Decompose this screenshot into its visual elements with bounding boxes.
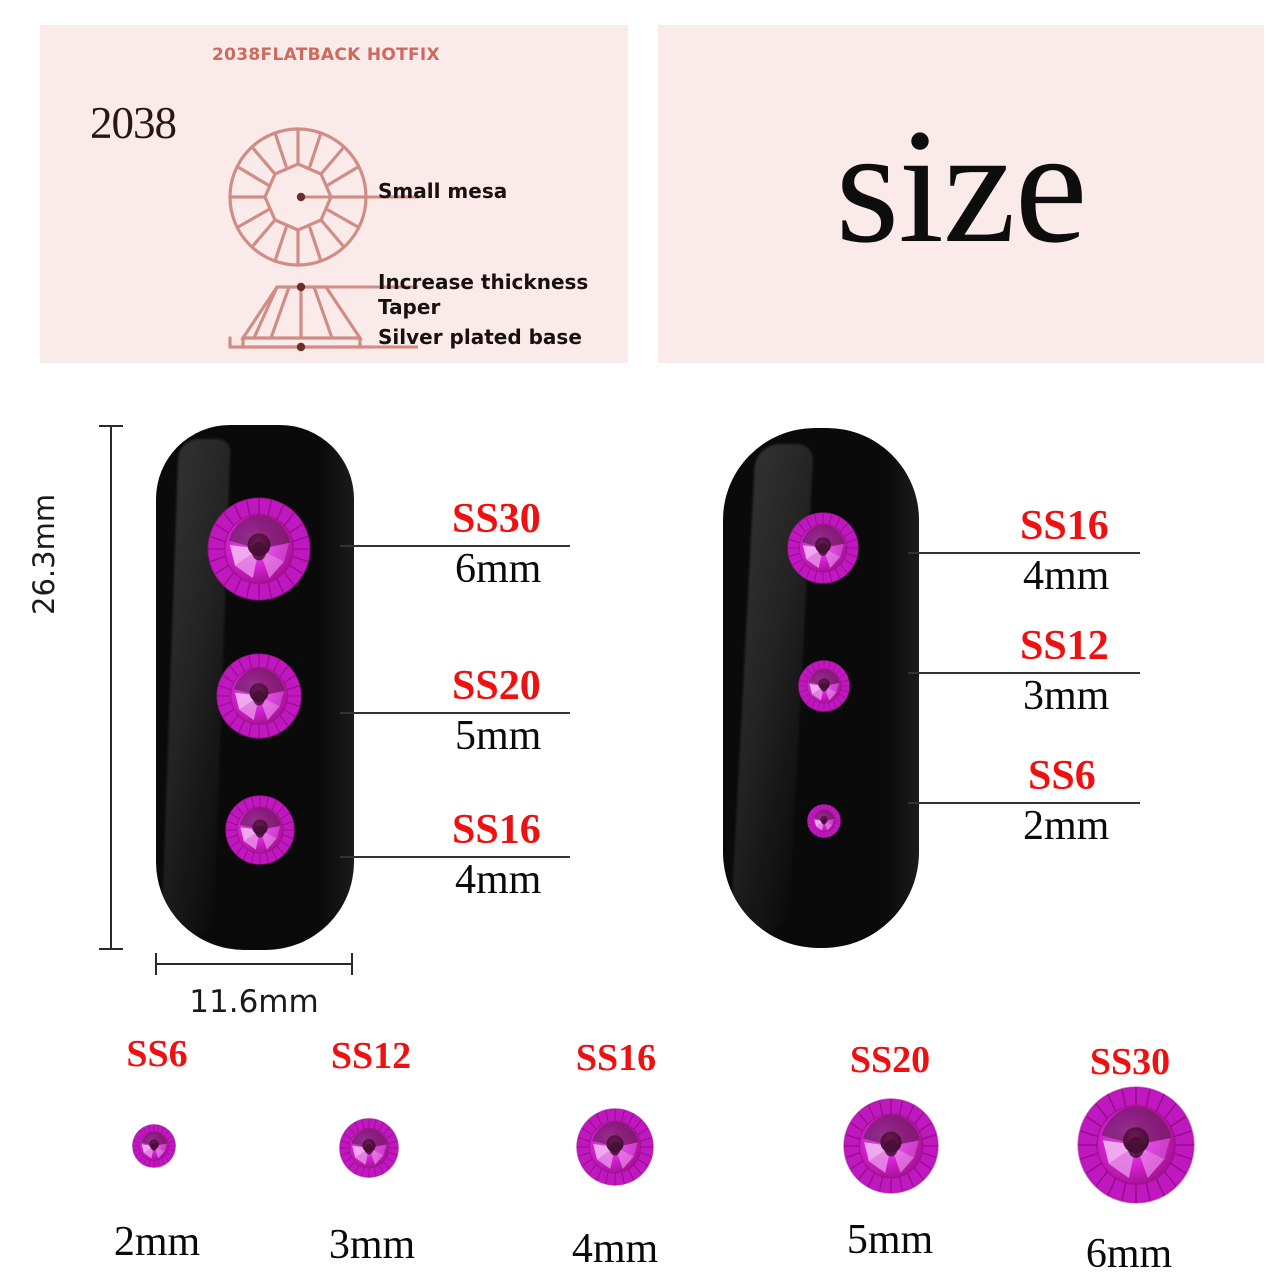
callout-code-right-2: SS12 <box>1020 623 1109 669</box>
callout-code-left-1: SS30 <box>452 496 541 542</box>
size-heading-panel: size <box>658 25 1264 363</box>
callout-mm-left-1: 6mm <box>455 546 542 592</box>
gem-ss20-on-nail <box>213 653 305 739</box>
size-mm-ss20: 5mm <box>846 1217 934 1263</box>
nail-height-dimension-line <box>110 425 112 950</box>
callout-mm-right-3: 2mm <box>1023 803 1110 849</box>
gem-sample-ss6 <box>132 1124 176 1168</box>
size-mm-ss16: 4mm <box>571 1226 659 1272</box>
callout-mm-left-3: 4mm <box>455 857 542 903</box>
callout-code-left-3: SS16 <box>452 807 541 853</box>
callout-leader-right-3 <box>908 802 1140 804</box>
callout-code-right-3: SS6 <box>1028 753 1096 799</box>
callout-small-mesa: Small mesa <box>378 179 508 203</box>
callout-mm-right-2: 3mm <box>1023 673 1110 719</box>
nail-height-cap-top <box>99 425 123 427</box>
callout-code-left-2: SS20 <box>452 663 541 709</box>
gem-sample-ss12 <box>339 1118 399 1178</box>
product-code-label: 2038 <box>90 98 177 148</box>
size-code-ss30: SS30 <box>1089 1041 1171 1083</box>
gem-ss6-on-nail <box>806 804 842 838</box>
gem-sample-ss30 <box>1077 1086 1195 1204</box>
nail-width-cap-left <box>155 953 157 975</box>
callout-silver-plated-base: Silver plated base <box>378 325 582 349</box>
gem-ss16-on-nail <box>223 795 297 865</box>
callout-mm-right-1: 4mm <box>1023 553 1110 599</box>
callout-leader-left-2 <box>340 712 570 714</box>
callout-leader-right-2 <box>908 672 1140 674</box>
size-mm-ss30: 6mm <box>1085 1231 1173 1277</box>
size-mm-ss6: 2mm <box>113 1219 201 1265</box>
callout-leader-left-1 <box>340 545 570 547</box>
size-code-ss16: SS16 <box>575 1037 657 1079</box>
size-comparison-row: SS6 2mm SS12 3mm SS16 4mm SS20 5mm SS30 … <box>0 1018 1288 1288</box>
size-code-ss20: SS20 <box>849 1039 931 1081</box>
nail-width-dimension-label: 11.6mm <box>189 984 319 1020</box>
flatback-diagram-panel: 2038FLATBACK HOTFIX 2038 <box>40 25 628 363</box>
nail-swatch-left <box>156 425 354 950</box>
callout-taper: Taper <box>378 295 441 319</box>
callout-leader-right-1 <box>908 552 1140 554</box>
flatback-structure-diagram <box>228 127 418 352</box>
callout-mm-left-2: 5mm <box>455 713 542 759</box>
gem-ss30-on-nail <box>203 497 315 601</box>
size-mm-ss12: 3mm <box>328 1222 416 1268</box>
callout-code-right-1: SS16 <box>1020 503 1109 549</box>
nail-edge-shade <box>320 425 354 950</box>
gem-sample-ss20 <box>843 1098 939 1194</box>
size-heading-text: size <box>835 96 1088 277</box>
diagram-leader-dots <box>296 192 306 352</box>
callout-increase-thickness: Increase thickness <box>378 270 589 294</box>
nail-edge-shade <box>885 428 919 948</box>
nail-width-cap-right <box>351 953 353 975</box>
gem-ss16-on-nail <box>785 512 861 584</box>
gem-sample-ss16 <box>576 1108 654 1186</box>
nail-height-cap-bottom <box>99 948 123 950</box>
nail-width-dimension-line <box>155 963 353 965</box>
diagram-leader-lines <box>301 195 418 349</box>
callout-leader-left-3 <box>340 856 570 858</box>
gem-ss12-on-nail <box>796 660 852 712</box>
nail-swatch-right <box>723 428 919 948</box>
diagram-panel-title: 2038FLATBACK HOTFIX <box>212 45 440 65</box>
size-code-ss12: SS12 <box>330 1035 412 1077</box>
size-code-ss6: SS6 <box>126 1033 188 1075</box>
rhinestone-side-profile-icon <box>228 285 375 349</box>
nail-height-dimension-label: 26.3mm <box>27 493 61 615</box>
